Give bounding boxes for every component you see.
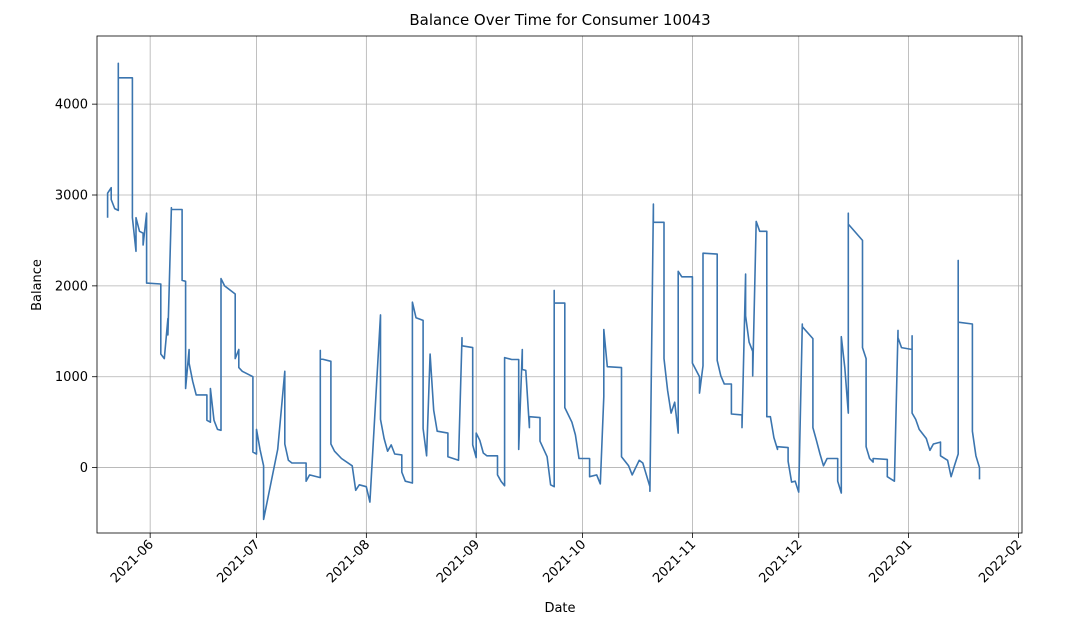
y-axis: 0 1000 2000 3000 4000 — [55, 98, 97, 476]
x-tick-label: 2021-07 — [214, 537, 263, 586]
y-axis-label: Balance — [30, 259, 45, 311]
x-tick-label: 2021-10 — [540, 537, 589, 586]
x-tick-label: 2022-01 — [866, 537, 915, 586]
y-tick-label: 2000 — [55, 279, 88, 294]
x-tick-label: 2022-02 — [976, 537, 1025, 586]
y-tick-label: 4000 — [55, 98, 88, 113]
x-tick-label: 2021-11 — [650, 537, 699, 586]
y-tick-label: 1000 — [55, 370, 88, 385]
chart-title: Balance Over Time for Consumer 10043 — [409, 11, 710, 29]
x-tick-label: 2021-08 — [324, 537, 373, 586]
x-tick-label: 2021-12 — [757, 537, 806, 586]
x-axis-label: Date — [544, 601, 575, 616]
plot-area-frame — [96, 35, 1023, 534]
y-tick-label: 0 — [80, 461, 88, 476]
balance-series-line — [106, 62, 981, 521]
series-layer — [106, 62, 981, 521]
x-axis: 2021-06 2021-07 2021-08 2021-09 2021-10 2021-… — [108, 533, 1025, 586]
x-tick-label: 2021-06 — [108, 537, 157, 586]
y-tick-label: 3000 — [55, 189, 88, 204]
x-tick-label: 2021-09 — [434, 537, 483, 586]
